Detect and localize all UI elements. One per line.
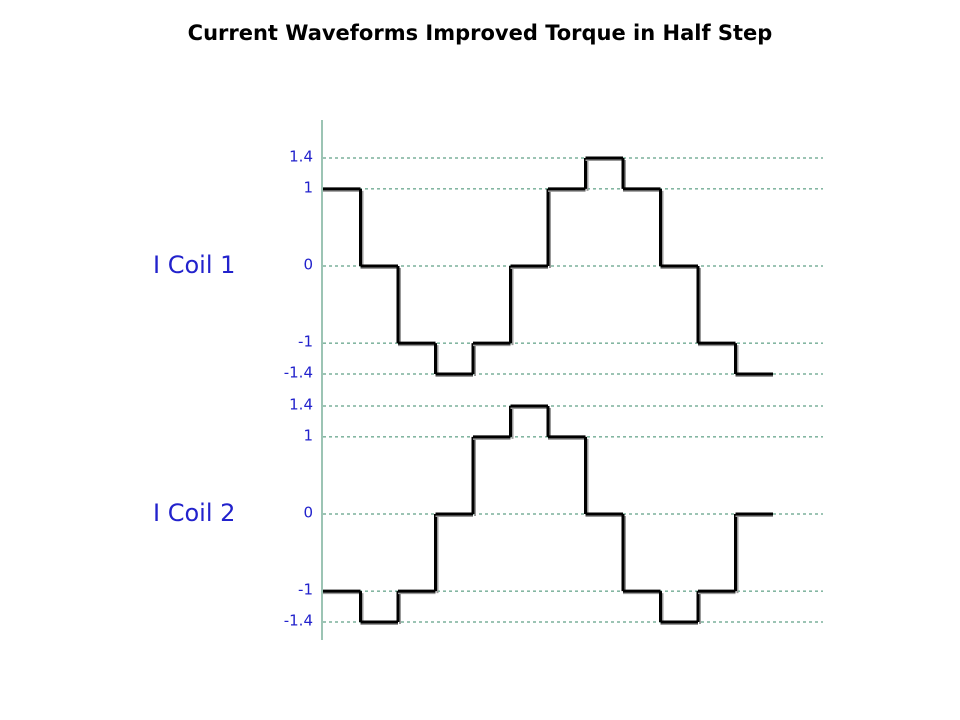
y-tick-label: 1: [303, 178, 313, 196]
y-tick-label: 1: [303, 426, 313, 444]
y-axis-label: I Coil 1: [153, 251, 235, 279]
y-tick-label: -1: [298, 581, 313, 599]
y-tick-label: -1: [298, 333, 313, 351]
y-axis-label: I Coil 2: [153, 499, 235, 527]
y-tick-label: 0: [303, 256, 313, 274]
y-tick-label: 0: [303, 504, 313, 522]
y-tick-label: 1.4: [289, 148, 313, 166]
y-tick-label: -1.4: [284, 364, 313, 382]
y-tick-label: 1.4: [289, 396, 313, 414]
slide-title: Current Waveforms Improved Torque in Hal…: [188, 21, 773, 45]
y-tick-label: -1.4: [284, 612, 313, 630]
